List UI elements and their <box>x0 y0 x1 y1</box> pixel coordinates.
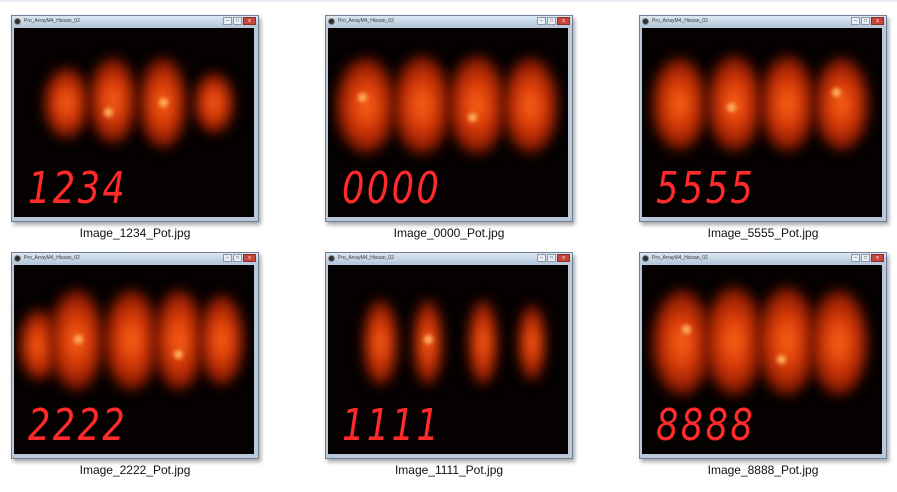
thumbnail-tile[interactable]: Pro_ArrayM4_Hissan_02 – □ x 1234 Image_1… <box>11 15 261 245</box>
maximize-icon: □ <box>233 17 242 25</box>
camera-image: 2222 <box>14 265 254 454</box>
window-controls: – □ x <box>537 254 570 262</box>
camera-image: 1111 <box>328 265 568 454</box>
led-readout: 2222 <box>28 400 128 451</box>
app-icon <box>14 18 21 25</box>
thumbnail-filename[interactable]: Image_2222_Pot.jpg <box>79 463 191 477</box>
led-readout: 5555 <box>656 163 756 214</box>
close-icon: x <box>871 17 884 25</box>
camera-image: 8888 <box>642 265 882 454</box>
minimize-icon: – <box>851 17 860 25</box>
window-titlebar: Pro_ArrayM4_Hissan_02 – □ x <box>12 16 258 27</box>
close-icon: x <box>557 17 570 25</box>
camera-image: 0000 <box>328 28 568 217</box>
led-readout: 1111 <box>342 400 442 451</box>
led-readout: 8888 <box>656 400 756 451</box>
app-icon <box>642 255 649 262</box>
thumbnail-tile[interactable]: Pro_ArrayM4_Hissan_02 – □ x 1111 Image_1… <box>325 252 575 482</box>
window-controls: – □ x <box>223 17 256 25</box>
close-icon: x <box>557 254 570 262</box>
maximize-icon: □ <box>547 17 556 25</box>
thumbnail-tile[interactable]: Pro_ArrayM4_Hissan_02 – □ x 5555 Image_5… <box>639 15 889 245</box>
thumbnail-filename[interactable]: Image_1234_Pot.jpg <box>79 226 191 240</box>
window-title: Pro_ArrayM4_Hissan_02 <box>338 255 394 261</box>
window-title: Pro_ArrayM4_Hissan_02 <box>652 18 708 24</box>
window-title: Pro_ArrayM4_Hissan_02 <box>24 255 80 261</box>
thumbnail-tile[interactable]: Pro_ArrayM4_Hissan_02 – □ x 0000 Image_0… <box>325 15 575 245</box>
thumbnail-tile[interactable]: Pro_ArrayM4_Hissan_02 – □ x 2222 Image_2… <box>11 252 261 482</box>
window-title: Pro_ArrayM4_Hissan_02 <box>652 255 708 261</box>
window-titlebar: Pro_ArrayM4_Hissan_02 – □ x <box>326 16 572 27</box>
thumbnail-window: Pro_ArrayM4_Hissan_02 – □ x 1111 <box>325 252 573 459</box>
window-titlebar: Pro_ArrayM4_Hissan_02 – □ x <box>640 253 886 264</box>
window-titlebar: Pro_ArrayM4_Hissan_02 – □ x <box>640 16 886 27</box>
window-titlebar: Pro_ArrayM4_Hissan_02 – □ x <box>326 253 572 264</box>
minimize-icon: – <box>537 254 546 262</box>
thumbnail-filename[interactable]: Image_0000_Pot.jpg <box>393 226 505 240</box>
close-icon: x <box>243 17 256 25</box>
maximize-icon: □ <box>233 254 242 262</box>
app-icon <box>642 18 649 25</box>
thumbnail-window: Pro_ArrayM4_Hissan_02 – □ x 1234 <box>11 15 259 222</box>
window-titlebar: Pro_ArrayM4_Hissan_02 – □ x <box>12 253 258 264</box>
led-readout: 1234 <box>28 163 128 214</box>
minimize-icon: – <box>223 17 232 25</box>
minimize-icon: – <box>537 17 546 25</box>
thumbnail-window: Pro_ArrayM4_Hissan_02 – □ x 2222 <box>11 252 259 459</box>
window-title: Pro_ArrayM4_Hissan_02 <box>24 18 80 24</box>
camera-image: 1234 <box>14 28 254 217</box>
thumbnail-tile[interactable]: Pro_ArrayM4_Hissan_02 – □ x 8888 Image_8… <box>639 252 889 482</box>
window-title: Pro_ArrayM4_Hissan_02 <box>338 18 394 24</box>
maximize-icon: □ <box>861 254 870 262</box>
close-icon: x <box>243 254 256 262</box>
thumbnail-window: Pro_ArrayM4_Hissan_02 – □ x 0000 <box>325 15 573 222</box>
camera-image: 5555 <box>642 28 882 217</box>
app-icon <box>328 255 335 262</box>
minimize-icon: – <box>851 254 860 262</box>
window-controls: – □ x <box>223 254 256 262</box>
thumbnail-filename[interactable]: Image_1111_Pot.jpg <box>394 463 504 477</box>
thumbnail-filename[interactable]: Image_8888_Pot.jpg <box>707 463 819 477</box>
window-controls: – □ x <box>851 254 884 262</box>
maximize-icon: □ <box>547 254 556 262</box>
app-icon <box>14 255 21 262</box>
window-controls: – □ x <box>537 17 570 25</box>
led-readout: 0000 <box>342 163 442 214</box>
thumbnail-filename[interactable]: Image_5555_Pot.jpg <box>707 226 819 240</box>
thumbnail-window: Pro_ArrayM4_Hissan_02 – □ x 5555 <box>639 15 887 222</box>
app-icon <box>328 18 335 25</box>
close-icon: x <box>871 254 884 262</box>
minimize-icon: – <box>223 254 232 262</box>
explorer-top-border <box>0 0 897 2</box>
thumbnail-window: Pro_ArrayM4_Hissan_02 – □ x 8888 <box>639 252 887 459</box>
maximize-icon: □ <box>861 17 870 25</box>
window-controls: – □ x <box>851 17 884 25</box>
